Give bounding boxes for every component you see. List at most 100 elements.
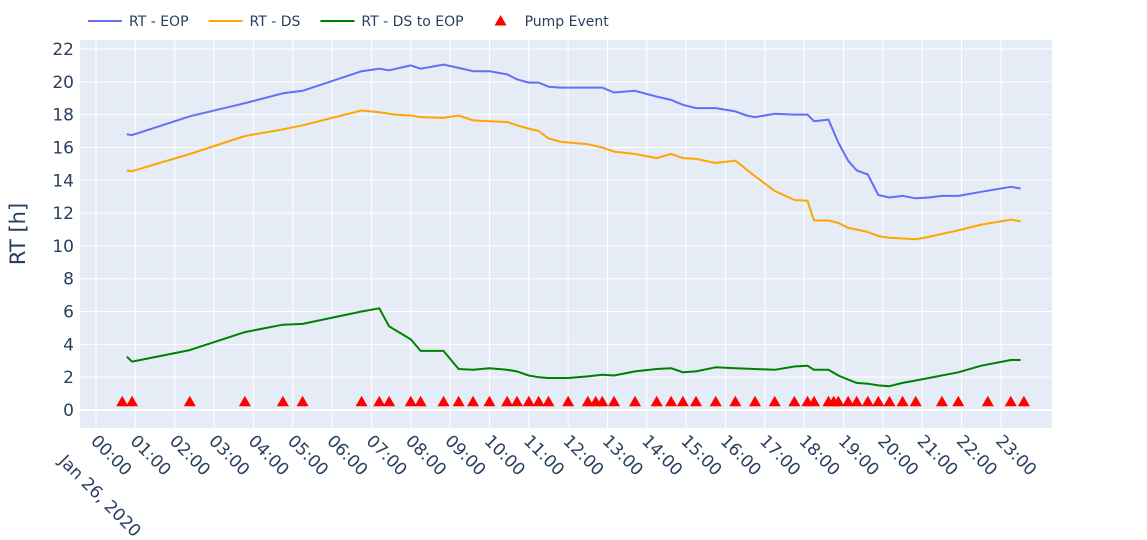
x-tick-label: 12:00 <box>559 431 608 480</box>
legend-label: RT - DS to EOP <box>361 14 463 30</box>
y-axis-ticks: 0 2 4 6 8 10 12 14 16 18 20 22 <box>52 40 74 421</box>
pump-event-marker <box>709 395 722 407</box>
pump-event-marker <box>952 395 965 407</box>
x-tick-label: 19:00 <box>834 431 883 480</box>
pump-event-marker <box>296 395 309 407</box>
x-tick-label: 01:00 <box>126 431 175 480</box>
y-tick-label: 14 <box>52 171 74 191</box>
y-tick-label: 4 <box>63 335 74 355</box>
legend[interactable]: RT - EOP RT - DS RT - DS to EOP Pump Event <box>88 14 609 30</box>
pump-event-marker <box>355 395 368 407</box>
grid-lines <box>80 40 1052 428</box>
pump-event-marker <box>404 395 417 407</box>
pump-event-marker <box>808 395 821 407</box>
x-tick-label: 15:00 <box>677 431 726 480</box>
pump-event-markers <box>116 395 1030 407</box>
pump-event-marker <box>452 395 465 407</box>
x-tick-label: 06:00 <box>323 431 372 480</box>
pump-event-marker <box>883 395 896 407</box>
legend-label: Pump Event <box>525 14 610 30</box>
series-lines <box>126 63 1021 388</box>
pump-event-marker <box>437 395 450 407</box>
pump-event-marker <box>581 395 594 407</box>
legend-item-0[interactable]: RT - EOP <box>88 14 189 30</box>
pump-event-marker <box>832 395 845 407</box>
y-tick-label: 20 <box>52 73 74 93</box>
pump-event-marker <box>909 395 922 407</box>
pump-event-marker <box>872 395 885 407</box>
x-tick-label: 13:00 <box>598 431 647 480</box>
pump-event-marker <box>373 395 386 407</box>
pump-event-marker <box>483 395 496 407</box>
series-line-1 <box>126 109 1021 241</box>
pump-event-marker <box>510 395 523 407</box>
pump-event-marker <box>608 395 621 407</box>
x-tick-label: 00:00 <box>86 431 135 480</box>
x-tick-label: 10:00 <box>480 431 529 480</box>
y-axis-title: RT [h] <box>6 203 30 265</box>
y-tick-label: 10 <box>52 237 74 257</box>
legend-label: RT - DS <box>250 14 301 30</box>
x-tick-label: 04:00 <box>244 431 293 480</box>
y-tick-label: 18 <box>52 106 74 126</box>
series-line-2 <box>126 307 1021 388</box>
pump-event-marker <box>383 395 396 407</box>
pump-event-marker <box>665 395 678 407</box>
plot-background <box>80 40 1052 428</box>
pump-event-marker <box>629 395 642 407</box>
pump-event-marker <box>981 395 994 407</box>
x-tick-label: 22:00 <box>952 431 1001 480</box>
y-tick-label: 0 <box>63 401 74 421</box>
x-tick-label: 23:00 <box>991 431 1040 480</box>
pump-event-marker <box>749 395 762 407</box>
pump-event-marker <box>522 395 535 407</box>
x-tick-label: 17:00 <box>755 431 804 480</box>
pump-event-marker <box>729 395 742 407</box>
pump-event-marker <box>788 395 801 407</box>
pump-event-marker <box>542 395 555 407</box>
pump-event-marker <box>768 395 781 407</box>
legend-item-2[interactable]: RT - DS to EOP <box>320 14 464 30</box>
pump-event-marker <box>650 395 663 407</box>
legend-item-1[interactable]: RT - DS <box>208 14 301 30</box>
y-tick-label: 22 <box>52 40 74 60</box>
pump-event-marker <box>467 395 480 407</box>
x-tick-label: 21:00 <box>913 431 962 480</box>
pump-event-marker <box>276 395 289 407</box>
y-tick-label: 6 <box>63 303 74 323</box>
pump-event-marker <box>690 395 703 407</box>
x-tick-label: 16:00 <box>716 431 765 480</box>
y-tick-label: 12 <box>52 204 74 224</box>
x-tick-label: 09:00 <box>441 431 490 480</box>
pump-event-marker <box>842 395 855 407</box>
x-axis-ticks: 00:0001:0002:0003:0004:0005:0006:0007:00… <box>86 431 1040 480</box>
x-tick-label: 03:00 <box>204 431 253 480</box>
x-tick-label: 05:00 <box>283 431 332 480</box>
pump-event-marker <box>116 395 129 407</box>
legend-label: RT - EOP <box>129 14 189 30</box>
legend-swatch-triangle <box>494 15 507 26</box>
pump-event-marker <box>238 395 251 407</box>
series-line-0 <box>126 63 1021 200</box>
x-tick-label: 02:00 <box>165 431 214 480</box>
x-tick-label: 14:00 <box>637 431 686 480</box>
pump-event-marker <box>532 395 545 407</box>
x-tick-label: 07:00 <box>362 431 411 480</box>
x-tick-label: 18:00 <box>795 431 844 480</box>
y-tick-label: 16 <box>52 138 74 158</box>
y-tick-label: 2 <box>63 368 74 388</box>
x-tick-label: 11:00 <box>519 431 568 480</box>
pump-event-marker <box>861 395 874 407</box>
pump-event-marker <box>126 395 139 407</box>
pump-event-marker <box>850 395 863 407</box>
pump-event-marker <box>596 395 609 407</box>
pump-event-marker <box>1004 395 1017 407</box>
pump-event-marker <box>562 395 575 407</box>
pump-event-marker <box>676 395 689 407</box>
pump-event-marker <box>935 395 948 407</box>
legend-item-3[interactable]: Pump Event <box>494 14 610 30</box>
x-tick-label: 08:00 <box>401 431 450 480</box>
pump-event-marker <box>501 395 514 407</box>
pump-event-marker <box>183 395 196 407</box>
